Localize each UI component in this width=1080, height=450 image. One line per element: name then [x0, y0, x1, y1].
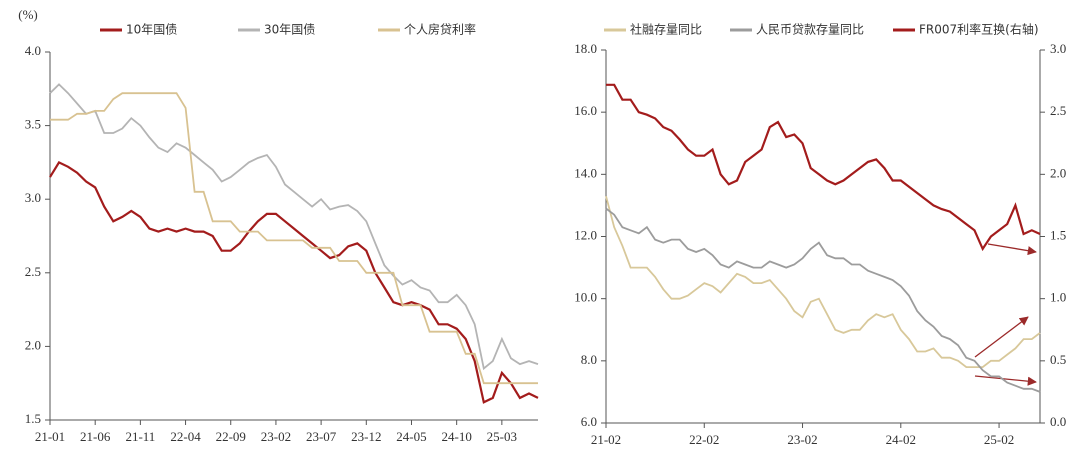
- x-tick-label: 21-02: [591, 432, 621, 447]
- y2-tick-label: 2.0: [1050, 165, 1066, 180]
- legend-label: FR007利率互换(右轴): [919, 22, 1039, 37]
- series-line: [605, 195, 1041, 368]
- legend-label: 10年国债: [126, 23, 177, 37]
- y2-tick-label: 0.0: [1050, 414, 1066, 429]
- y-tick-label: 1.5: [25, 411, 41, 426]
- y2-tick-label: 1.5: [1050, 227, 1066, 242]
- y-tick-label: 6.0: [581, 414, 597, 429]
- y-tick-label: 2.0: [25, 337, 41, 352]
- y-tick-label: 3.0: [25, 190, 41, 205]
- x-tick-label: 22-04: [170, 429, 201, 444]
- y-tick-label: 14.0: [574, 165, 597, 180]
- y-tick-label: 18.0: [574, 41, 597, 56]
- legend-label: 30年国债: [264, 23, 315, 37]
- x-tick-label: 21-11: [125, 429, 155, 444]
- y2-tick-label: 2.5: [1050, 103, 1066, 118]
- x-tick-label: 22-09: [216, 429, 246, 444]
- x-tick-label: 24-10: [441, 429, 471, 444]
- x-tick-label: 22-02: [689, 432, 719, 447]
- annotation-arrows: [974, 243, 1037, 386]
- legend-label: 人民币贷款存量同比: [756, 23, 864, 37]
- y-tick-label: 10.0: [574, 290, 597, 305]
- x-tick-label: 25-02: [984, 432, 1014, 447]
- x-tick-label: 23-12: [351, 429, 381, 444]
- legend-label: 个人房贷利率: [404, 22, 476, 37]
- series-line: [49, 83, 539, 371]
- y2-tick-label: 1.0: [1050, 290, 1066, 305]
- legend-label: 社融存量同比: [630, 22, 702, 37]
- x-tick-label: 24-05: [396, 429, 426, 444]
- y-tick-label: 3.5: [25, 117, 41, 132]
- y2-tick-label: 3.0: [1050, 41, 1066, 56]
- y-tick-label: 2.5: [25, 264, 41, 279]
- series-line: [50, 92, 538, 385]
- x-tick-label: 25-03: [487, 429, 517, 444]
- y-tick-label: 12.0: [574, 227, 597, 242]
- arrow: [987, 243, 1037, 256]
- y-tick-label: 8.0: [581, 352, 597, 367]
- series-line: [606, 83, 1041, 252]
- y2-tick-label: 0.5: [1050, 352, 1066, 367]
- y-tick-label: 4.0: [25, 43, 41, 58]
- series-line: [49, 160, 539, 404]
- x-tick-label: 24-02: [886, 432, 916, 447]
- y-axis-label: (%): [18, 7, 38, 22]
- x-tick-label: 21-06: [80, 429, 111, 444]
- x-tick-label: 21-01: [35, 429, 65, 444]
- x-tick-label: 23-02: [261, 429, 291, 444]
- y-tick-label: 16.0: [574, 103, 597, 118]
- x-tick-label: 23-02: [787, 432, 817, 447]
- arrow: [974, 375, 1037, 386]
- x-tick-label: 23-07: [306, 429, 337, 444]
- arrow: [974, 316, 1029, 358]
- series-line: [605, 207, 1041, 393]
